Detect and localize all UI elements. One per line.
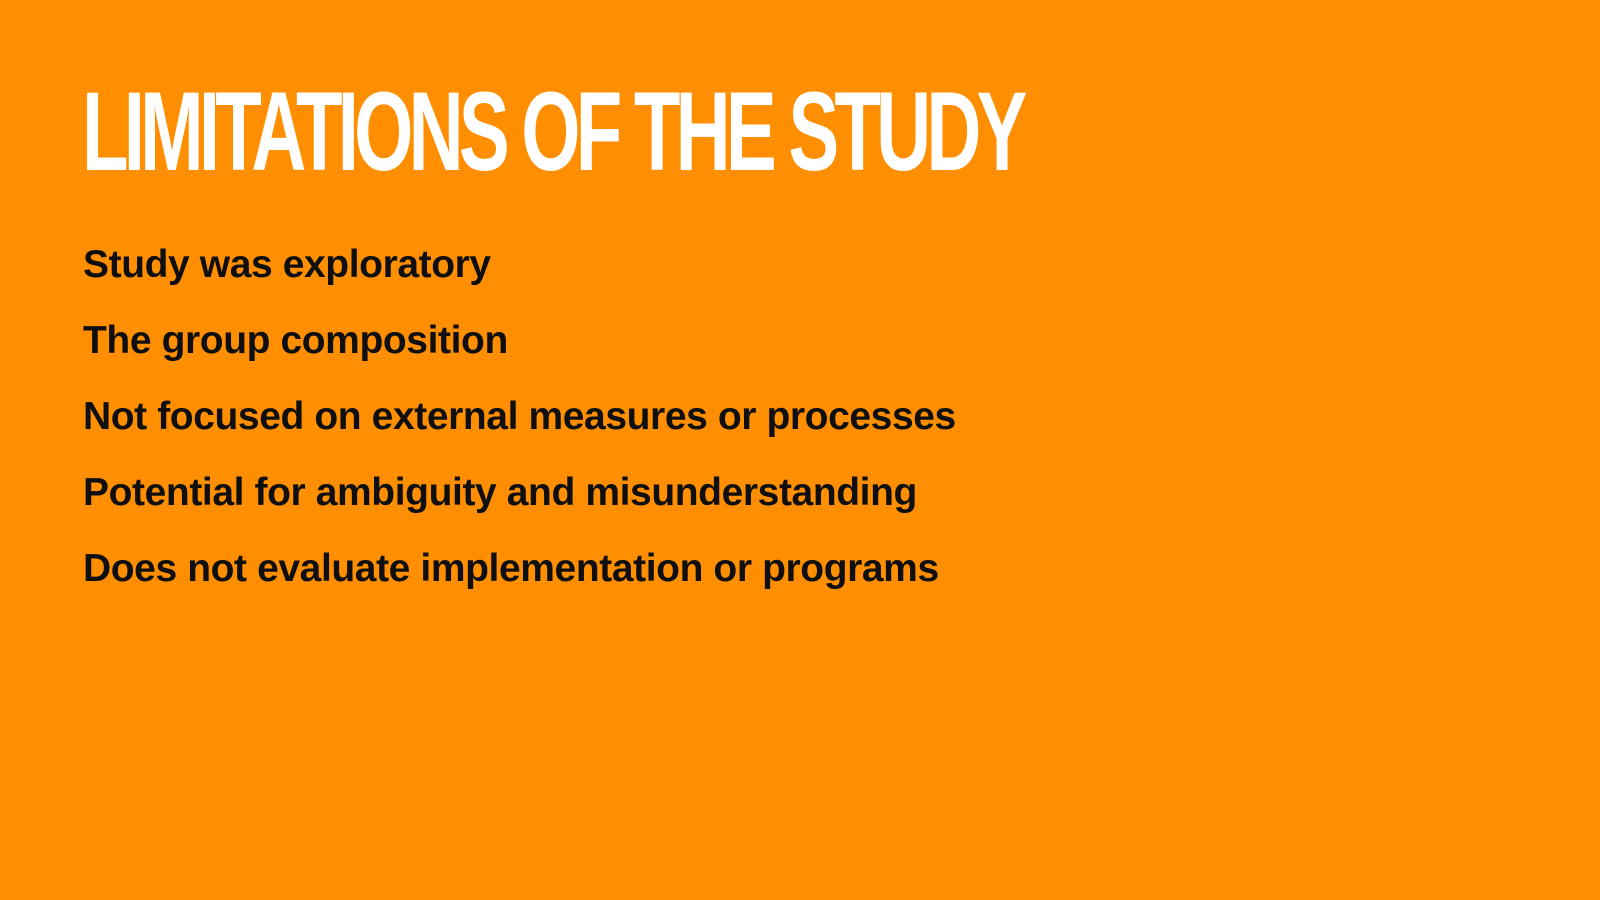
slide-title: LIMITATIONS OF THE STUDY bbox=[82, 69, 1027, 194]
bullet-item: Potential for ambiguity and misunderstan… bbox=[83, 471, 917, 514]
bullet-item: The group composition bbox=[83, 319, 508, 362]
bullet-item: Not focused on external measures or proc… bbox=[83, 395, 956, 438]
bullet-item: Study was exploratory bbox=[83, 243, 491, 286]
bullet-item: Does not evaluate implementation or prog… bbox=[83, 547, 939, 590]
bullet-list: Study was exploratory The group composit… bbox=[83, 240, 956, 620]
